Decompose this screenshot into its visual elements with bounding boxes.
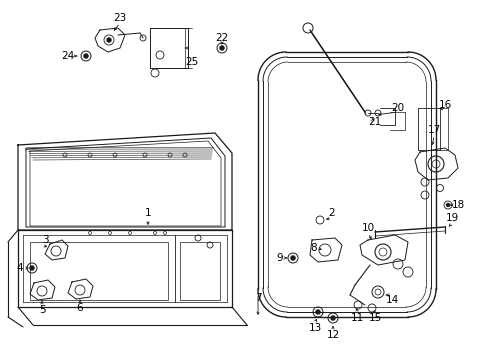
Text: 22: 22 — [215, 33, 228, 43]
Text: 4: 4 — [17, 263, 23, 273]
Bar — [30, 242, 168, 300]
Text: 3: 3 — [41, 235, 48, 245]
Text: 9: 9 — [276, 253, 283, 263]
Text: 20: 20 — [390, 103, 404, 113]
Text: 24: 24 — [61, 51, 75, 61]
Text: 16: 16 — [437, 100, 451, 110]
Circle shape — [290, 256, 295, 261]
Text: 5: 5 — [39, 305, 45, 315]
Text: 25: 25 — [185, 57, 198, 67]
Text: 14: 14 — [385, 295, 398, 305]
Bar — [180, 242, 220, 300]
Text: 12: 12 — [325, 330, 339, 340]
Text: 11: 11 — [350, 313, 363, 323]
Text: 8: 8 — [310, 243, 317, 253]
Text: 13: 13 — [308, 323, 321, 333]
Circle shape — [106, 37, 111, 42]
Text: 6: 6 — [77, 303, 83, 313]
Text: 2: 2 — [328, 208, 335, 218]
Text: 17: 17 — [427, 125, 440, 135]
Text: 23: 23 — [113, 13, 126, 23]
Circle shape — [315, 310, 320, 315]
Circle shape — [83, 54, 88, 58]
Text: 19: 19 — [445, 213, 458, 223]
Text: 21: 21 — [367, 117, 381, 127]
Text: 10: 10 — [361, 223, 374, 233]
Text: 7: 7 — [254, 293, 261, 303]
Circle shape — [219, 45, 224, 50]
Circle shape — [330, 315, 335, 320]
Text: 18: 18 — [450, 200, 464, 210]
Circle shape — [29, 266, 35, 270]
Text: 1: 1 — [144, 208, 151, 218]
Text: 15: 15 — [367, 313, 381, 323]
Circle shape — [445, 203, 449, 207]
